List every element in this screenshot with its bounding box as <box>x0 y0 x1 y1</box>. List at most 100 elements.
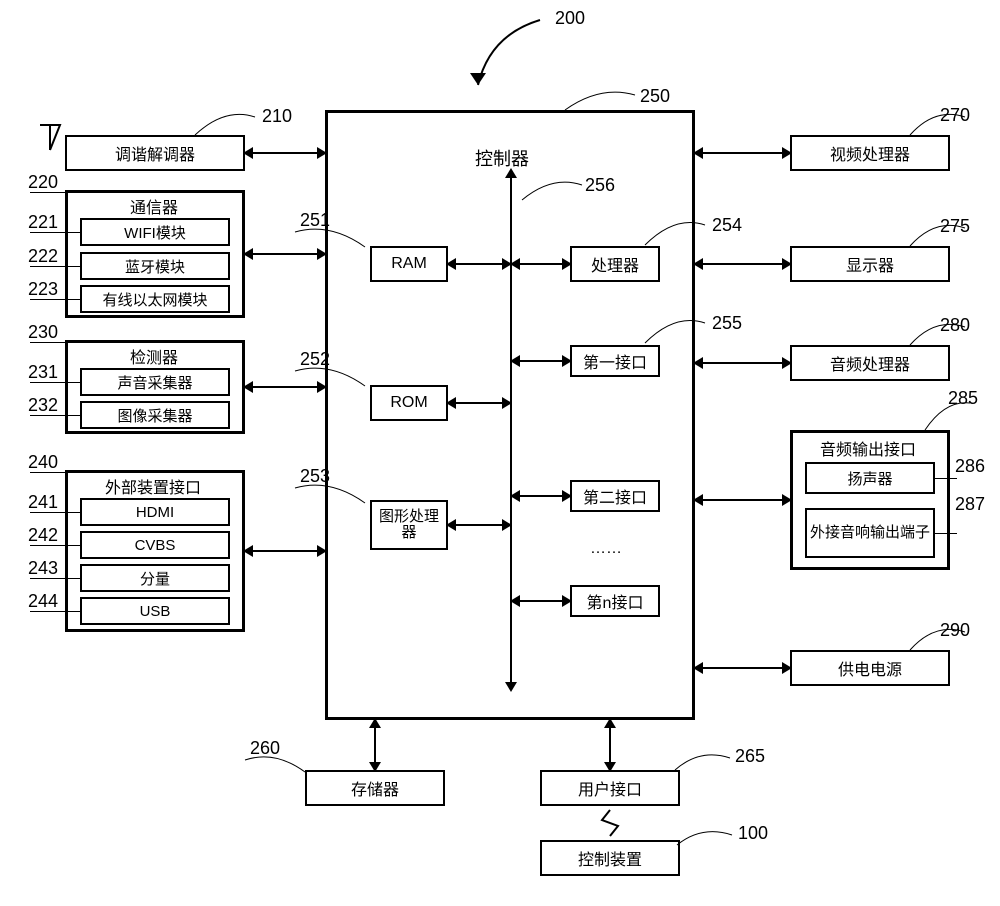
if2-label: 第二接口 <box>583 484 647 508</box>
arr-bus-if2 <box>512 495 570 497</box>
ref-260: 260 <box>250 738 280 759</box>
leader-100 <box>672 825 737 850</box>
arr-vproc <box>695 152 790 154</box>
aout-title: 音频输出接口 <box>820 436 916 460</box>
imagecap-label: 图像采集器 <box>117 405 192 426</box>
speaker-label: 扬声器 <box>847 468 892 489</box>
arr-userif <box>609 720 611 770</box>
ref-254: 254 <box>712 215 742 236</box>
imagecap-box: 图像采集器 <box>80 401 230 429</box>
ref-230: 230 <box>28 322 58 343</box>
arr-tuner <box>245 152 325 154</box>
ref-220: 220 <box>28 172 58 193</box>
arr-comm <box>245 253 325 255</box>
arr-bus-ifn <box>512 600 570 602</box>
ref-253: 253 <box>300 466 330 487</box>
tuner-label: 调谐解调器 <box>115 141 195 165</box>
comm-title: 通信器 <box>130 194 178 218</box>
usb-box: USB <box>80 597 230 625</box>
cpu-box: 处理器 <box>570 246 660 282</box>
gpu-box: 图形处理器 <box>370 500 448 550</box>
ref-221: 221 <box>28 212 58 233</box>
ref-210: 210 <box>262 106 292 127</box>
arr-storage <box>374 720 376 770</box>
component-box: 分量 <box>80 564 230 592</box>
ctrldev-label: 控制装置 <box>578 846 642 870</box>
arr-power <box>695 667 790 669</box>
arr-ram-bus <box>448 263 510 265</box>
dots: …… <box>590 540 622 558</box>
leader-254 <box>640 215 710 250</box>
extif-title: 外部装置接口 <box>105 474 201 498</box>
arr-aproc <box>695 362 790 364</box>
ram-box: RAM <box>370 246 448 282</box>
cpu-label: 处理器 <box>591 252 639 276</box>
arr-bus-cpu <box>512 263 570 265</box>
ref-241: 241 <box>28 492 58 513</box>
ref-251: 251 <box>300 210 330 231</box>
audiocap-box: 声音采集器 <box>80 368 230 396</box>
rom-label: ROM <box>390 394 427 412</box>
bt-label: 蓝牙模块 <box>125 256 185 277</box>
ld-286 <box>935 478 957 479</box>
extaudio-label: 外接音响输出端子 <box>810 524 930 541</box>
leader-210 <box>190 107 260 137</box>
ref-290: 290 <box>940 620 970 641</box>
ref-200: 200 <box>555 8 585 29</box>
cvbs-label: CVBS <box>135 537 176 554</box>
arr-detector <box>245 386 325 388</box>
leader-250 <box>560 85 640 115</box>
arr-display <box>695 263 790 265</box>
storage-box: 存储器 <box>305 770 445 806</box>
ref-240: 240 <box>28 452 58 473</box>
center-bus <box>510 170 512 690</box>
rom-box: ROM <box>370 385 448 421</box>
gpu-label: 图形处理器 <box>372 509 446 542</box>
userif-box: 用户接口 <box>540 770 680 806</box>
ref-100: 100 <box>738 823 768 844</box>
wireless-zigzag <box>595 808 625 838</box>
ifn-box: 第n接口 <box>570 585 660 617</box>
leader-255 <box>640 313 710 348</box>
component-label: 分量 <box>140 568 170 589</box>
extaudio-box: 外接音响输出端子 <box>805 508 935 558</box>
display-label: 显示器 <box>846 252 894 276</box>
arr-gpu-bus <box>448 524 510 526</box>
usb-label: USB <box>140 603 171 620</box>
tuner-box: 调谐解调器 <box>65 135 245 171</box>
ref-255: 255 <box>712 313 742 334</box>
aproc-box: 音频处理器 <box>790 345 950 381</box>
arr-rom-bus <box>448 402 510 404</box>
hdmi-label: HDMI <box>136 504 174 521</box>
ifn-label: 第n接口 <box>587 589 644 613</box>
power-box: 供电电源 <box>790 650 950 686</box>
diagram-canvas: 200 控制器 250 RAM 251 ROM 252 图形处理器 253 处理… <box>0 0 1000 906</box>
antenna-icon <box>35 120 65 155</box>
wifi-label: WIFI模块 <box>124 222 186 243</box>
ctrldev-box: 控制装置 <box>540 840 680 876</box>
power-label: 供电电源 <box>838 656 902 680</box>
ref-222: 222 <box>28 246 58 267</box>
if1-label: 第一接口 <box>583 349 647 373</box>
arr-bus-if1 <box>512 360 570 362</box>
ref-285: 285 <box>948 388 978 409</box>
userif-label: 用户接口 <box>578 776 642 800</box>
ref-270: 270 <box>940 105 970 126</box>
if2-box: 第二接口 <box>570 480 660 512</box>
leader-265 <box>670 748 735 773</box>
vproc-box: 视频处理器 <box>790 135 950 171</box>
arr-extif <box>245 550 325 552</box>
vproc-label: 视频处理器 <box>830 141 910 165</box>
ref-232: 232 <box>28 395 58 416</box>
detector-title: 检测器 <box>130 344 178 368</box>
arr-aout <box>695 499 790 501</box>
leader-256 <box>517 175 587 205</box>
ref-231: 231 <box>28 362 58 383</box>
ref-256: 256 <box>585 175 615 196</box>
aproc-label: 音频处理器 <box>830 351 910 375</box>
ref-287: 287 <box>955 494 985 515</box>
ref-244: 244 <box>28 591 58 612</box>
if1-box: 第一接口 <box>570 345 660 377</box>
bt-box: 蓝牙模块 <box>80 252 230 280</box>
arrow-main-200 <box>460 15 550 95</box>
